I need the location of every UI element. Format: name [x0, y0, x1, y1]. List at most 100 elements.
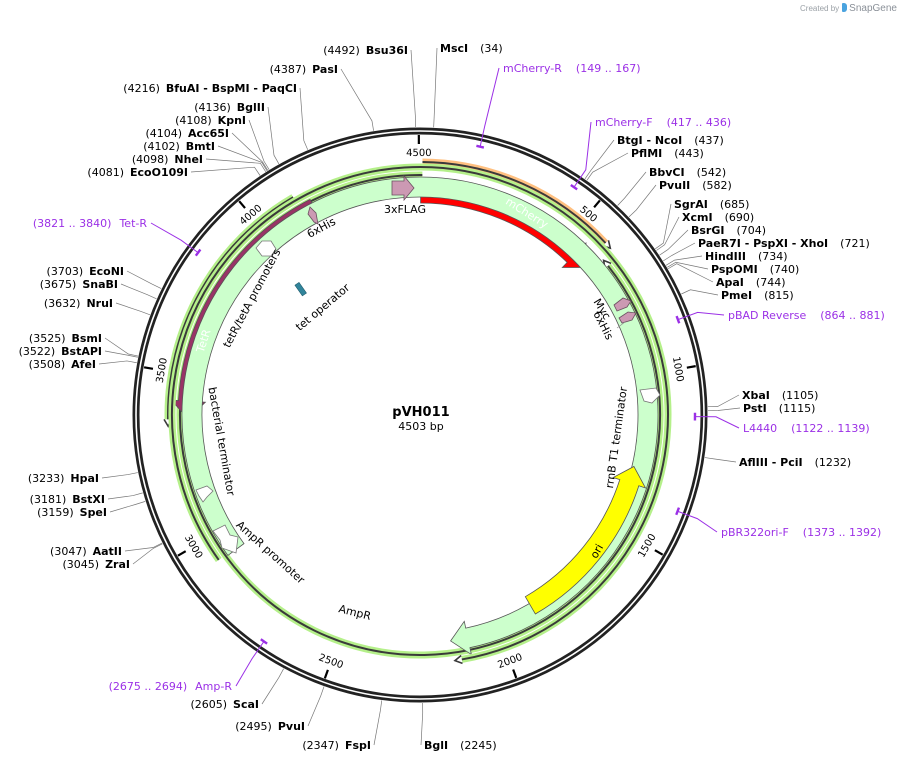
site-name[interactable]: AflIII - PciI — [739, 456, 803, 469]
site-name[interactable]: PvuII — [659, 179, 690, 192]
primer[interactable]: mCherry-R (149 .. 167) — [503, 62, 640, 75]
restriction-site[interactable]: BglII (4136) — [194, 101, 265, 114]
restriction-site[interactable]: Bsu36I (4492) — [323, 44, 408, 57]
primer-mark[interactable] — [570, 184, 578, 191]
site-name[interactable]: ApaI — [716, 276, 744, 289]
primer-name[interactable]: mCherry-F — [595, 116, 653, 129]
restriction-site[interactable]: NruI (3632) — [44, 297, 113, 310]
rrnb-t1-terminator-arrow[interactable] — [639, 387, 661, 404]
restriction-site[interactable]: KpnI (4108) — [175, 114, 246, 127]
restriction-site[interactable]: HindIII (734) — [705, 250, 788, 263]
site-name[interactable]: HpaI — [70, 472, 99, 485]
restriction-site[interactable]: BfuAI - BspMI - PaqCI (4216) — [123, 82, 297, 95]
site-name[interactable]: ScaI — [233, 698, 259, 711]
site-name[interactable]: KpnI — [218, 114, 246, 127]
site-name[interactable]: XbaI — [742, 389, 770, 402]
restriction-site[interactable]: Acc65I (4104) — [145, 127, 229, 140]
restriction-site[interactable]: ScaI (2605) — [190, 698, 259, 711]
restriction-site[interactable]: MscI (34) — [440, 42, 503, 55]
site-name[interactable]: NruI — [86, 297, 113, 310]
6xhis-feature-right[interactable] — [618, 311, 637, 324]
site-name[interactable]: SnaBI — [82, 278, 118, 291]
restriction-site[interactable]: BtgI - NcoI (437) — [617, 134, 724, 147]
restriction-site[interactable]: PmeI (815) — [721, 289, 794, 302]
restriction-site[interactable]: PvuI (2495) — [235, 720, 305, 733]
myc-feature[interactable] — [613, 297, 632, 312]
restriction-site[interactable]: HpaI (3233) — [28, 472, 99, 485]
primer-mark[interactable] — [260, 638, 268, 645]
restriction-site[interactable]: ZraI (3045) — [63, 558, 131, 571]
restriction-site[interactable]: PaeR7I - PspXI - XhoI (721) — [698, 237, 870, 250]
site-name[interactable]: BfuAI - BspMI - PaqCI — [166, 82, 297, 95]
restriction-site[interactable]: AflIII - PciI (1232) — [739, 456, 851, 469]
primer[interactable]: pBAD Reverse (864 .. 881) — [728, 309, 885, 322]
primer[interactable]: Amp-R (2675 .. 2694) — [109, 680, 233, 693]
restriction-site[interactable]: PasI (4387) — [270, 63, 338, 76]
site-name[interactable]: EcoO109I — [130, 166, 188, 179]
site-name[interactable]: BglII — [237, 101, 265, 114]
restriction-site[interactable]: PstI (1115) — [743, 402, 815, 415]
site-name[interactable]: BsmI — [72, 332, 103, 345]
site-name[interactable]: PstI — [743, 402, 767, 415]
primer[interactable]: mCherry-F (417 .. 436) — [595, 116, 731, 129]
site-name[interactable]: ZraI — [105, 558, 130, 571]
primer[interactable]: pBR322ori-F (1373 .. 1392) — [721, 526, 881, 539]
site-name[interactable]: SpeI — [80, 506, 107, 519]
restriction-site[interactable]: AatII (3047) — [50, 545, 122, 558]
restriction-site[interactable]: PspOMI (740) — [711, 263, 799, 276]
primer-name[interactable]: Amp-R — [195, 680, 232, 693]
restriction-site[interactable]: PflMI (443) — [631, 147, 704, 160]
site-name[interactable]: SgrAI — [674, 198, 708, 211]
restriction-site[interactable]: BsrGI (704) — [691, 224, 766, 237]
primer-mark[interactable] — [675, 315, 681, 324]
site-name[interactable]: FspI — [345, 739, 371, 752]
site-name[interactable]: BstXI — [72, 493, 105, 506]
primer[interactable]: L4440 (1122 .. 1139) — [743, 422, 870, 435]
restriction-site[interactable]: BstXI (3181) — [30, 493, 105, 506]
site-name[interactable]: PmeI — [721, 289, 752, 302]
primer-name[interactable]: pBAD Reverse — [728, 309, 806, 322]
site-name[interactable]: MscI — [440, 42, 468, 55]
site-name[interactable]: PflMI — [631, 147, 662, 160]
restriction-site[interactable]: XbaI (1105) — [742, 389, 818, 402]
restriction-site[interactable]: BglI (2245) — [424, 739, 497, 752]
site-name[interactable]: BsrGI — [691, 224, 724, 237]
tetr-tata-promoter-arrow[interactable] — [255, 240, 277, 257]
site-name[interactable]: PvuI — [278, 720, 305, 733]
primer[interactable]: Tet-R (3821 .. 3840) — [33, 217, 147, 230]
restriction-site[interactable]: EcoO109I (4081) — [87, 166, 188, 179]
3xflag-feature[interactable] — [391, 174, 415, 202]
restriction-site[interactable]: EcoNI (3703) — [47, 265, 124, 278]
site-name[interactable]: Bsu36I — [366, 44, 408, 57]
restriction-site[interactable]: BbvCI (542) — [649, 166, 726, 179]
restriction-site[interactable]: BmtI (4102) — [143, 140, 215, 153]
site-name[interactable]: AatII — [93, 545, 122, 558]
6xhis-feature-left[interactable] — [307, 206, 319, 225]
ampr-feature-arrow[interactable] — [181, 176, 659, 656]
site-name[interactable]: BglI — [424, 739, 448, 752]
ori-feature-arrow[interactable] — [524, 465, 647, 615]
tet-operator-feature[interactable] — [294, 281, 307, 297]
site-name[interactable]: XcmI — [682, 211, 713, 224]
restriction-site[interactable]: BsmI (3525) — [29, 332, 102, 345]
ampr-promoter-arrow[interactable] — [212, 524, 239, 554]
primer-mark[interactable] — [194, 248, 202, 257]
site-name[interactable]: PspOMI — [711, 263, 758, 276]
site-name[interactable]: PaeR7I - PspXI - XhoI — [698, 237, 828, 250]
site-name[interactable]: Acc65I — [188, 127, 229, 140]
restriction-site[interactable]: SgrAI (685) — [674, 198, 749, 211]
primer-name[interactable]: mCherry-R — [503, 62, 562, 75]
primer-mark[interactable] — [675, 507, 681, 516]
restriction-site[interactable]: AfeI (3508) — [29, 358, 96, 371]
site-name[interactable]: BstAPI — [61, 345, 102, 358]
site-name[interactable]: BbvCI — [649, 166, 685, 179]
primer-name[interactable]: Tet-R — [118, 217, 147, 230]
site-name[interactable]: AfeI — [71, 358, 96, 371]
site-name[interactable]: EcoNI — [89, 265, 124, 278]
bacterial-terminator-arrow[interactable] — [195, 485, 214, 503]
site-name[interactable]: PasI — [312, 63, 338, 76]
site-name[interactable]: BtgI - NcoI — [617, 134, 682, 147]
restriction-site[interactable]: SpeI (3159) — [37, 506, 107, 519]
restriction-site[interactable]: XcmI (690) — [682, 211, 754, 224]
restriction-site[interactable]: PvuII (582) — [659, 179, 732, 192]
